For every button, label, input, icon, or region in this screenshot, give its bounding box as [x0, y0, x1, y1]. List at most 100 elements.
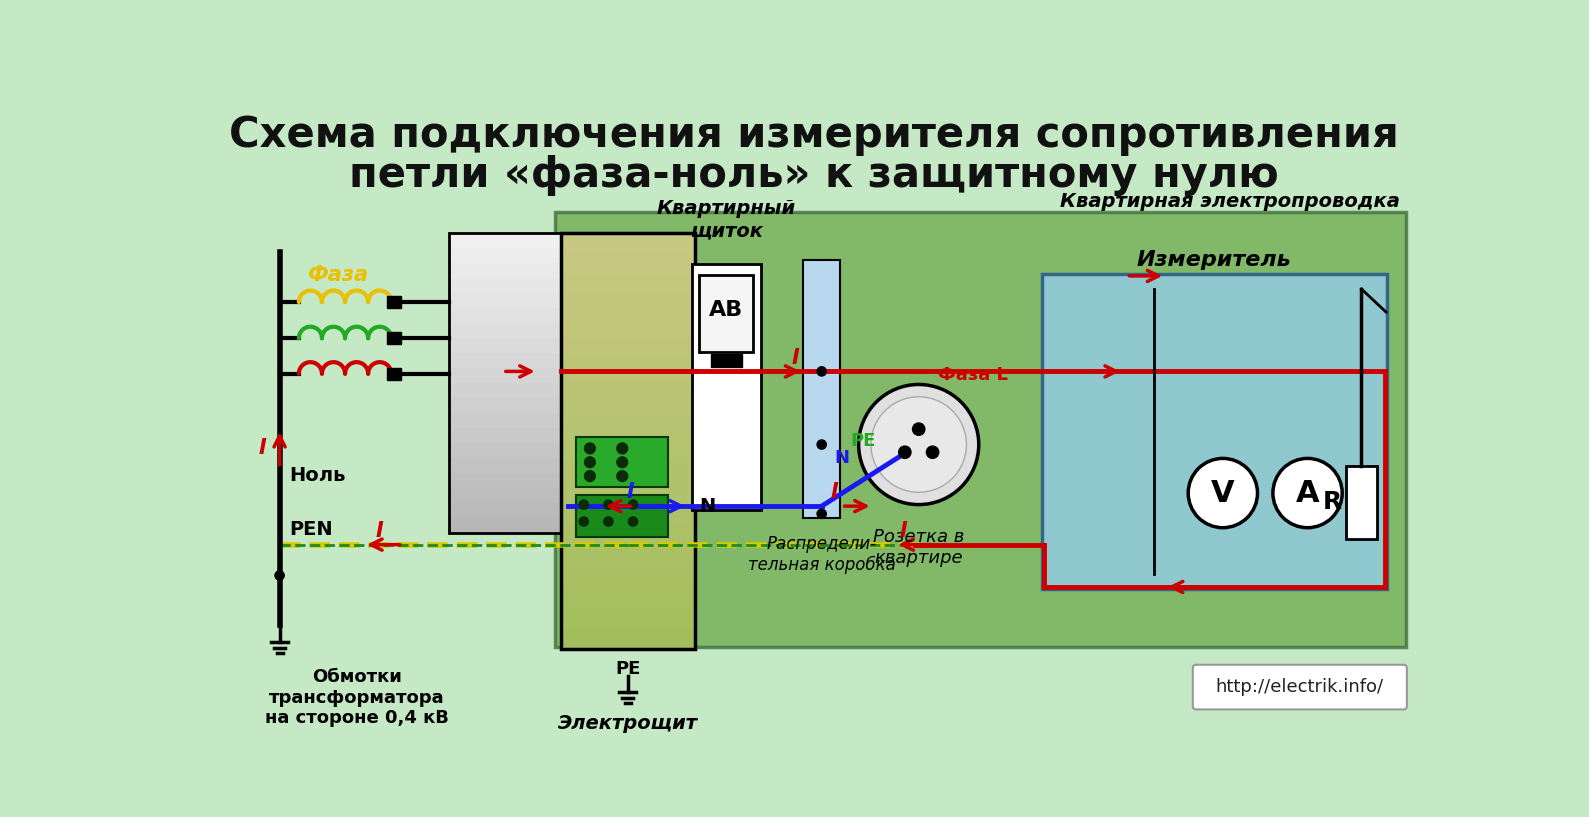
- Bar: [450, 353, 561, 368]
- Circle shape: [578, 517, 588, 526]
- Bar: [450, 292, 561, 308]
- Circle shape: [617, 443, 628, 453]
- Circle shape: [275, 571, 284, 580]
- Bar: [561, 400, 696, 420]
- Text: A: A: [1295, 479, 1319, 507]
- Bar: [561, 627, 696, 649]
- Bar: [450, 263, 561, 278]
- Text: N: N: [834, 449, 849, 467]
- Circle shape: [858, 385, 979, 505]
- Circle shape: [585, 443, 596, 453]
- Bar: [561, 440, 696, 462]
- Text: R: R: [1322, 490, 1341, 514]
- Bar: [450, 338, 561, 353]
- Bar: [450, 443, 561, 458]
- Bar: [577, 494, 669, 537]
- Text: Квартирная электропроводка: Квартирная электропроводка: [1060, 192, 1400, 211]
- Text: Фаза: Фаза: [307, 266, 369, 285]
- Bar: [388, 368, 402, 380]
- Circle shape: [817, 367, 826, 376]
- FancyBboxPatch shape: [1193, 665, 1406, 709]
- Bar: [561, 565, 696, 587]
- Text: Квартирный
щиток: Квартирный щиток: [656, 199, 796, 240]
- Bar: [710, 355, 742, 367]
- Bar: [561, 378, 696, 400]
- Bar: [450, 488, 561, 503]
- Circle shape: [817, 509, 826, 519]
- Bar: [388, 333, 402, 345]
- Text: PE: PE: [615, 660, 640, 678]
- Text: I: I: [899, 520, 907, 541]
- Circle shape: [617, 457, 628, 467]
- Bar: [450, 323, 561, 338]
- Text: Обмотки
трансформатора
на стороне 0,4 кВ: Обмотки трансформатора на стороне 0,4 кВ: [265, 667, 448, 727]
- Text: Измеритель: Измеритель: [1138, 250, 1292, 270]
- Bar: [691, 264, 761, 510]
- Bar: [450, 368, 561, 383]
- Bar: [450, 278, 561, 292]
- Text: http://electrik.info/: http://electrik.info/: [1216, 678, 1384, 696]
- Circle shape: [585, 471, 596, 481]
- Bar: [561, 295, 696, 316]
- Bar: [450, 518, 561, 533]
- Bar: [450, 308, 561, 323]
- Text: Ноль: Ноль: [289, 466, 345, 484]
- Bar: [561, 545, 696, 565]
- Bar: [561, 607, 696, 627]
- Text: Электрощит: Электрощит: [558, 714, 698, 733]
- Bar: [388, 296, 402, 308]
- Circle shape: [1273, 458, 1343, 528]
- Circle shape: [899, 446, 910, 458]
- Circle shape: [617, 471, 628, 481]
- Circle shape: [628, 500, 637, 509]
- Bar: [450, 503, 561, 518]
- Bar: [561, 233, 696, 649]
- Bar: [561, 587, 696, 607]
- Bar: [699, 275, 753, 352]
- Text: V: V: [1211, 479, 1235, 507]
- Bar: [561, 503, 696, 524]
- Bar: [450, 233, 561, 533]
- Bar: [450, 458, 561, 473]
- Circle shape: [871, 397, 966, 493]
- Text: I: I: [259, 439, 267, 458]
- Circle shape: [1189, 458, 1257, 528]
- Bar: [561, 253, 696, 275]
- Text: I: I: [626, 482, 634, 502]
- Circle shape: [628, 517, 637, 526]
- Text: N: N: [699, 497, 715, 516]
- Bar: [561, 358, 696, 378]
- Bar: [561, 462, 696, 482]
- Bar: [450, 398, 561, 413]
- Bar: [561, 316, 696, 337]
- Bar: [1042, 274, 1387, 589]
- Bar: [561, 275, 696, 295]
- Bar: [561, 420, 696, 440]
- Bar: [802, 260, 841, 518]
- Circle shape: [912, 423, 925, 435]
- Text: PE: PE: [850, 431, 876, 449]
- Text: Фаза L: Фаза L: [938, 366, 1007, 384]
- Text: I: I: [377, 520, 383, 541]
- Bar: [561, 233, 696, 253]
- Text: PEN: PEN: [289, 520, 332, 538]
- Text: Розетка в
квартире: Розетка в квартире: [872, 528, 965, 566]
- Bar: [450, 473, 561, 488]
- Bar: [450, 428, 561, 443]
- Circle shape: [604, 500, 613, 509]
- Circle shape: [817, 440, 826, 449]
- Circle shape: [578, 500, 588, 509]
- Text: петли «фаза-ноль» к защитному нулю: петли «фаза-ноль» к защитному нулю: [350, 154, 1279, 196]
- Bar: [450, 413, 561, 428]
- Circle shape: [604, 517, 613, 526]
- Text: Схема подключения измерителя сопротивления: Схема подключения измерителя сопротивлен…: [229, 114, 1398, 156]
- Bar: [1346, 467, 1376, 539]
- Bar: [561, 524, 696, 545]
- Bar: [450, 383, 561, 398]
- Bar: [450, 248, 561, 263]
- Text: Распредели-
тельная коробка: Распредели- тельная коробка: [748, 534, 896, 574]
- Circle shape: [585, 457, 596, 467]
- Bar: [561, 337, 696, 358]
- Bar: [561, 482, 696, 503]
- Text: I: I: [791, 347, 799, 368]
